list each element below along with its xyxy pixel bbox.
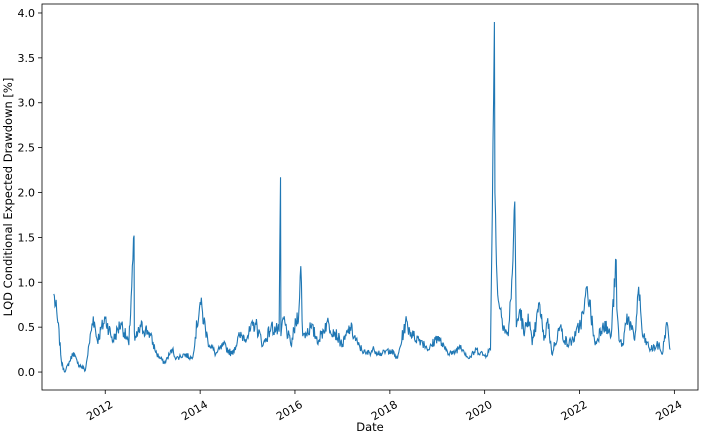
x-axis: 2012 2014 2016 2018 2020 2022 2024 [84, 390, 684, 423]
y-tick-label: 4.0 [18, 7, 36, 20]
x-tick-label: 2012 [84, 398, 115, 423]
y-tick-label: 2.0 [18, 187, 36, 200]
y-tick-label: 3.5 [18, 52, 36, 65]
y-tick-label: 0.0 [18, 366, 36, 379]
y-tick-label: 1.5 [18, 231, 36, 244]
x-tick-label: 2014 [179, 398, 210, 423]
x-tick-label: 2016 [274, 398, 305, 423]
y-tick-label: 0.5 [18, 321, 36, 334]
y-tick-label: 3.0 [18, 97, 36, 110]
y-tick-label: 1.0 [18, 276, 36, 289]
x-tick-label: 2022 [559, 398, 590, 423]
y-axis: 0.0 0.5 1.0 1.5 2.0 2.5 3.0 3.5 4.0 [18, 7, 42, 379]
x-axis-title: Date [356, 420, 384, 434]
x-tick-label: 2024 [654, 398, 685, 423]
y-axis-title: LQD Conditional Expected Drawdown [%] [1, 78, 15, 317]
y-tick-label: 2.5 [18, 142, 36, 155]
plot-area [41, 3, 699, 391]
series-line [53, 21, 671, 373]
x-tick-label: 2020 [464, 398, 495, 423]
